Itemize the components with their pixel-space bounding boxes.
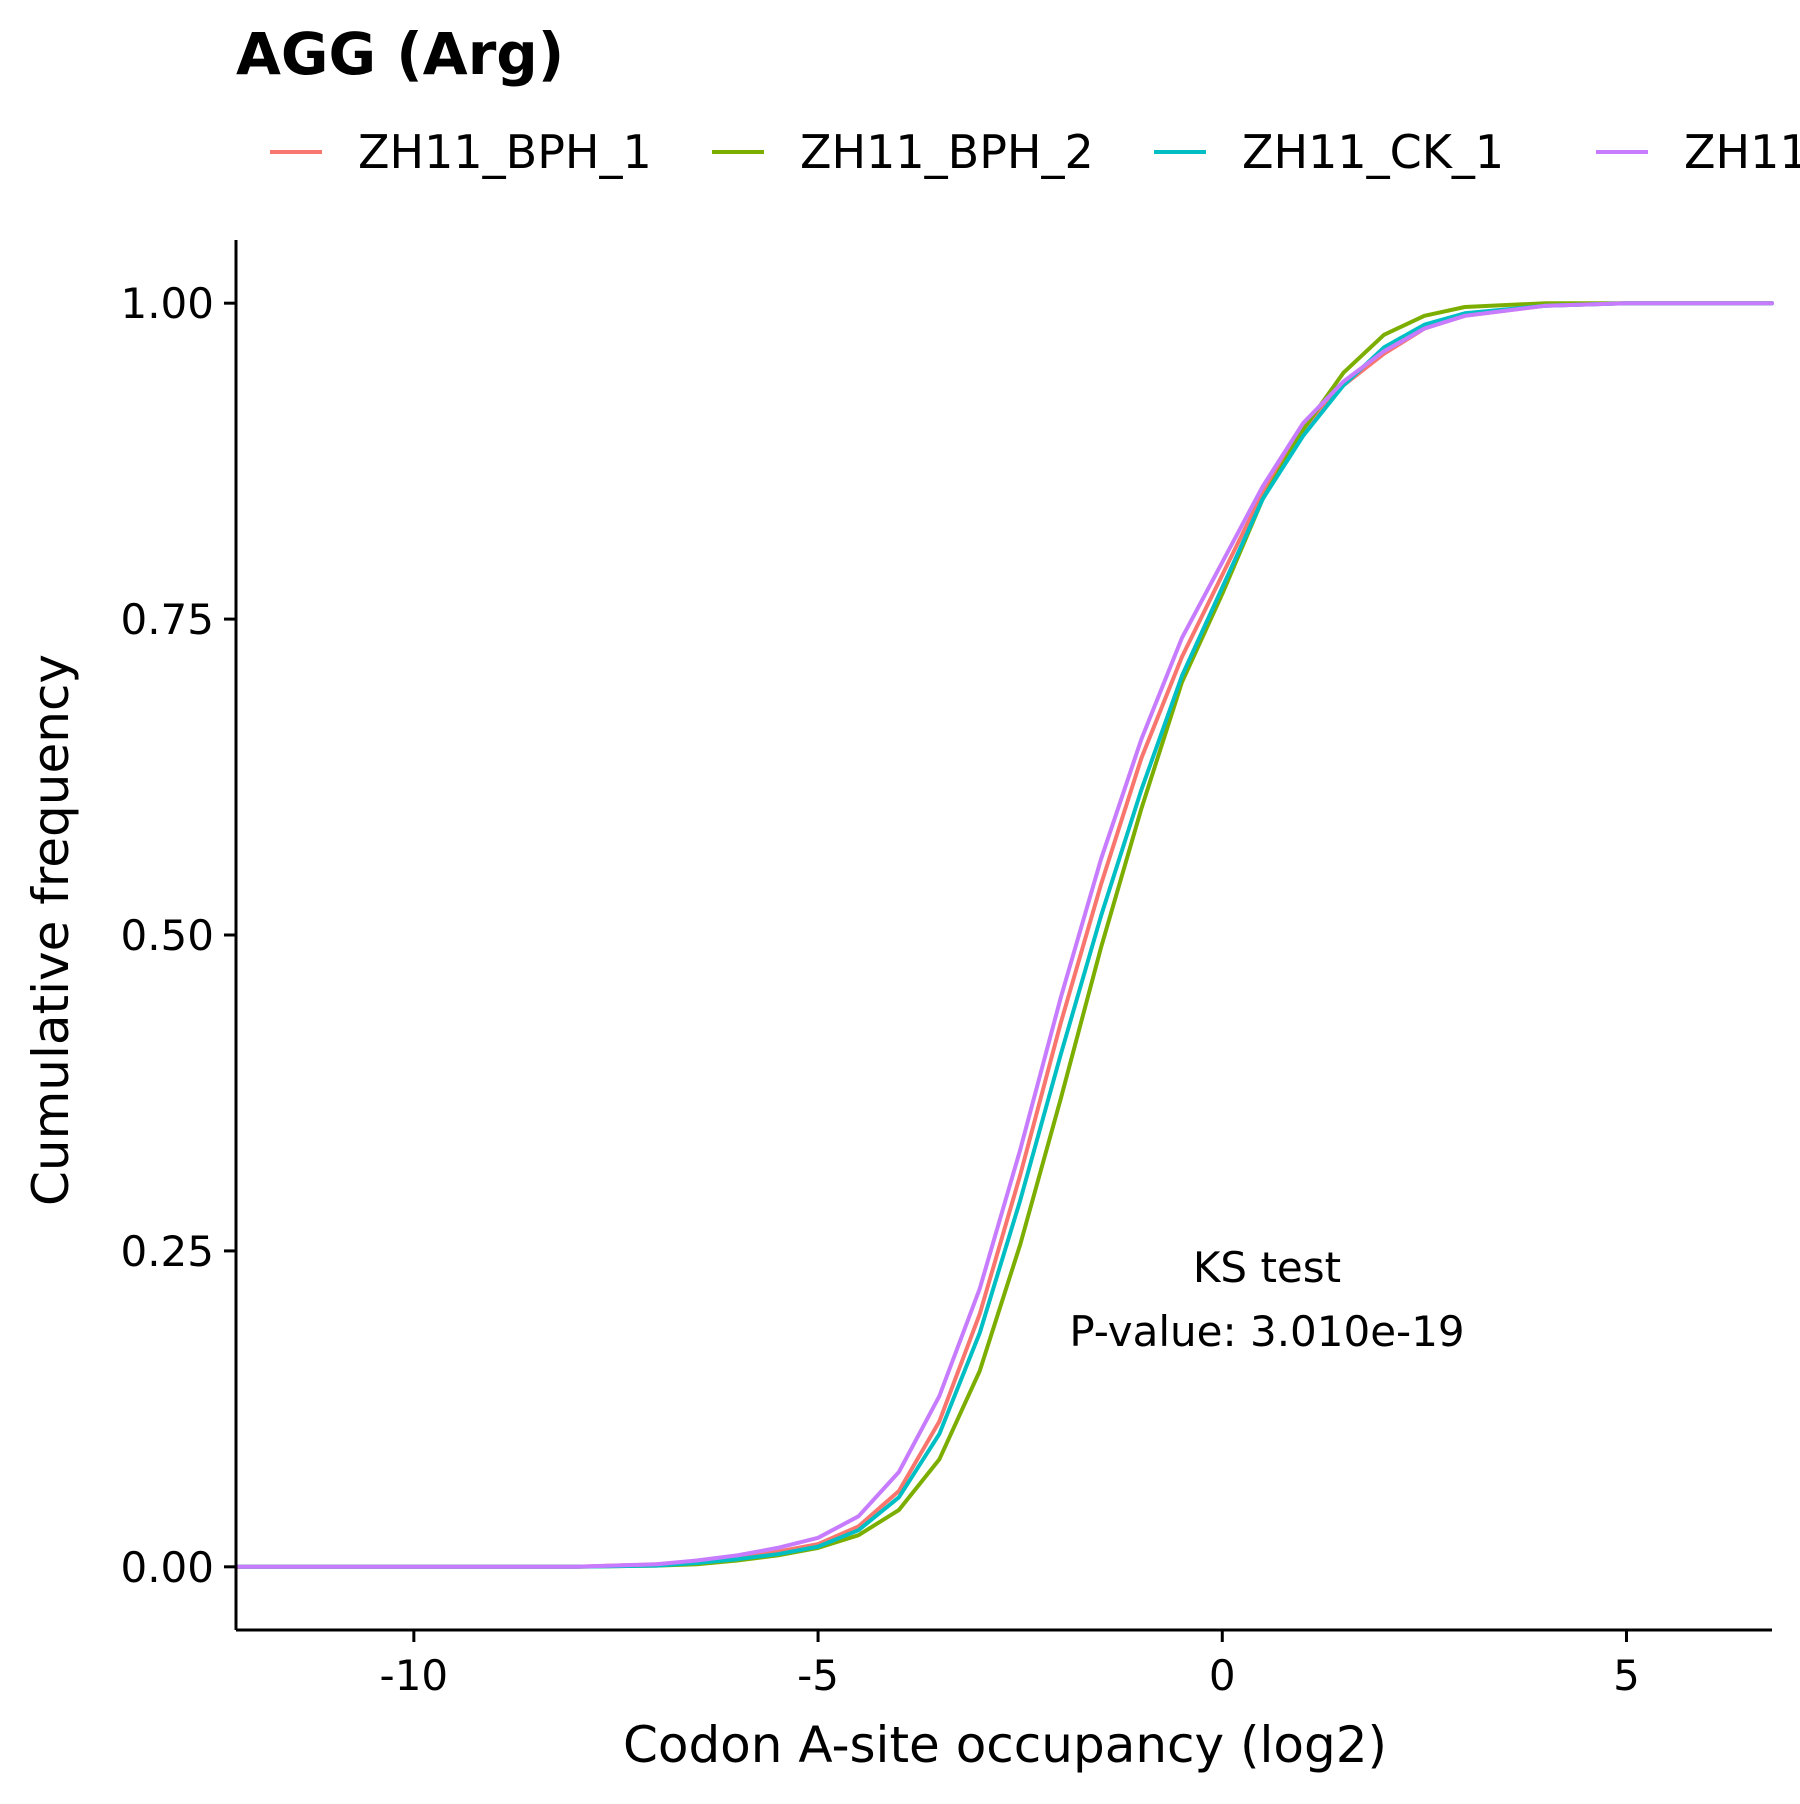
legend: ZH11_BPH_1 ZH11_BPH_2 ZH11_CK_1 ZH11_CK_2 — [270, 125, 1800, 179]
legend-item-zh11-ck-1: ZH11_CK_1 — [1154, 125, 1504, 179]
legend-label: ZH11_CK_2 — [1684, 125, 1800, 179]
ks-test-annotation: KS test P-value: 3.010e-19 — [1069, 1243, 1464, 1356]
series-line-zh11-ck-1 — [234, 301, 1774, 1569]
chart-title: AGG (Arg) — [236, 20, 564, 88]
x-axis-ticks: -10 -5 0 5 — [380, 1630, 1640, 1700]
x-tick-label: 5 — [1613, 1651, 1640, 1700]
legend-item-zh11-ck-2: ZH11_CK_2 — [1596, 125, 1800, 179]
legend-label: ZH11_CK_1 — [1242, 125, 1504, 179]
annotation-p-value: P-value: 3.010e-19 — [1069, 1307, 1464, 1356]
y-axis-label: Cumulative frequency — [22, 654, 80, 1206]
y-tick-label: 0.25 — [120, 1227, 214, 1276]
x-tick-label: -5 — [797, 1651, 839, 1700]
annotation-ks-test: KS test — [1193, 1243, 1341, 1292]
legend-label: ZH11_BPH_2 — [800, 125, 1094, 179]
legend-label: ZH11_BPH_1 — [358, 125, 652, 179]
y-tick-label: 1.00 — [120, 279, 214, 328]
x-tick-label: 0 — [1209, 1651, 1236, 1700]
x-tick-label: -10 — [380, 1651, 449, 1700]
y-tick-label: 0.00 — [120, 1543, 214, 1592]
y-tick-label: 0.75 — [120, 595, 214, 644]
y-axis-ticks: 0.00 0.25 0.50 0.75 1.00 — [120, 279, 236, 1592]
legend-item-zh11-bph-1: ZH11_BPH_1 — [270, 125, 652, 179]
legend-item-zh11-bph-2: ZH11_BPH_2 — [712, 125, 1094, 179]
series-line-zh11-ck-2 — [234, 301, 1774, 1569]
plot-lines — [234, 301, 1774, 1569]
y-tick-label: 0.50 — [120, 911, 214, 960]
x-axis-label: Codon A-site occupancy (log2) — [623, 1716, 1387, 1774]
